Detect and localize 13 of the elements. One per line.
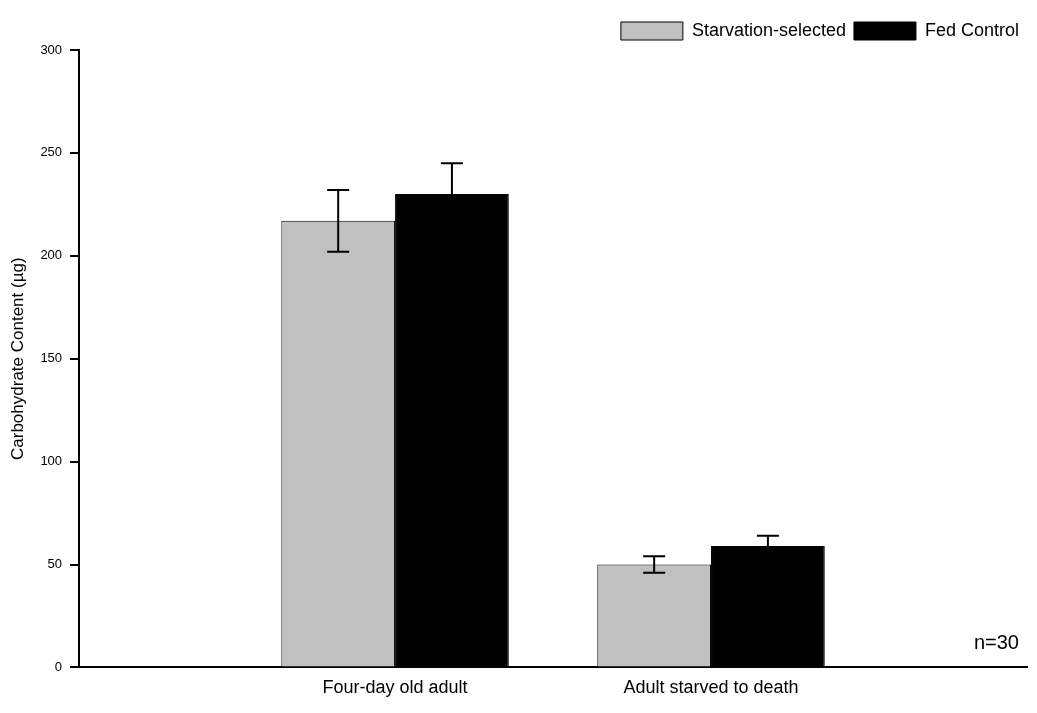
y-tick-label: 200 <box>40 247 63 263</box>
annotation: n=30 <box>973 630 1019 653</box>
x-tick-label: Adult starved to death <box>623 677 799 698</box>
y-tick-label: 0 <box>54 658 63 674</box>
legend-label: Starvation-selected <box>691 19 846 40</box>
legend-label: Fed Control <box>924 19 1019 40</box>
y-axis-title: Carbohydrate Content (µg) <box>7 257 27 460</box>
y-tick-label: 150 <box>40 350 63 366</box>
y-tick-label: 300 <box>40 41 63 57</box>
y-tick-label: 50 <box>47 556 63 572</box>
x-tick-label: Four-day old adult <box>322 677 468 698</box>
y-tick-label: 100 <box>40 453 63 469</box>
y-tick-label: 250 <box>40 144 63 160</box>
